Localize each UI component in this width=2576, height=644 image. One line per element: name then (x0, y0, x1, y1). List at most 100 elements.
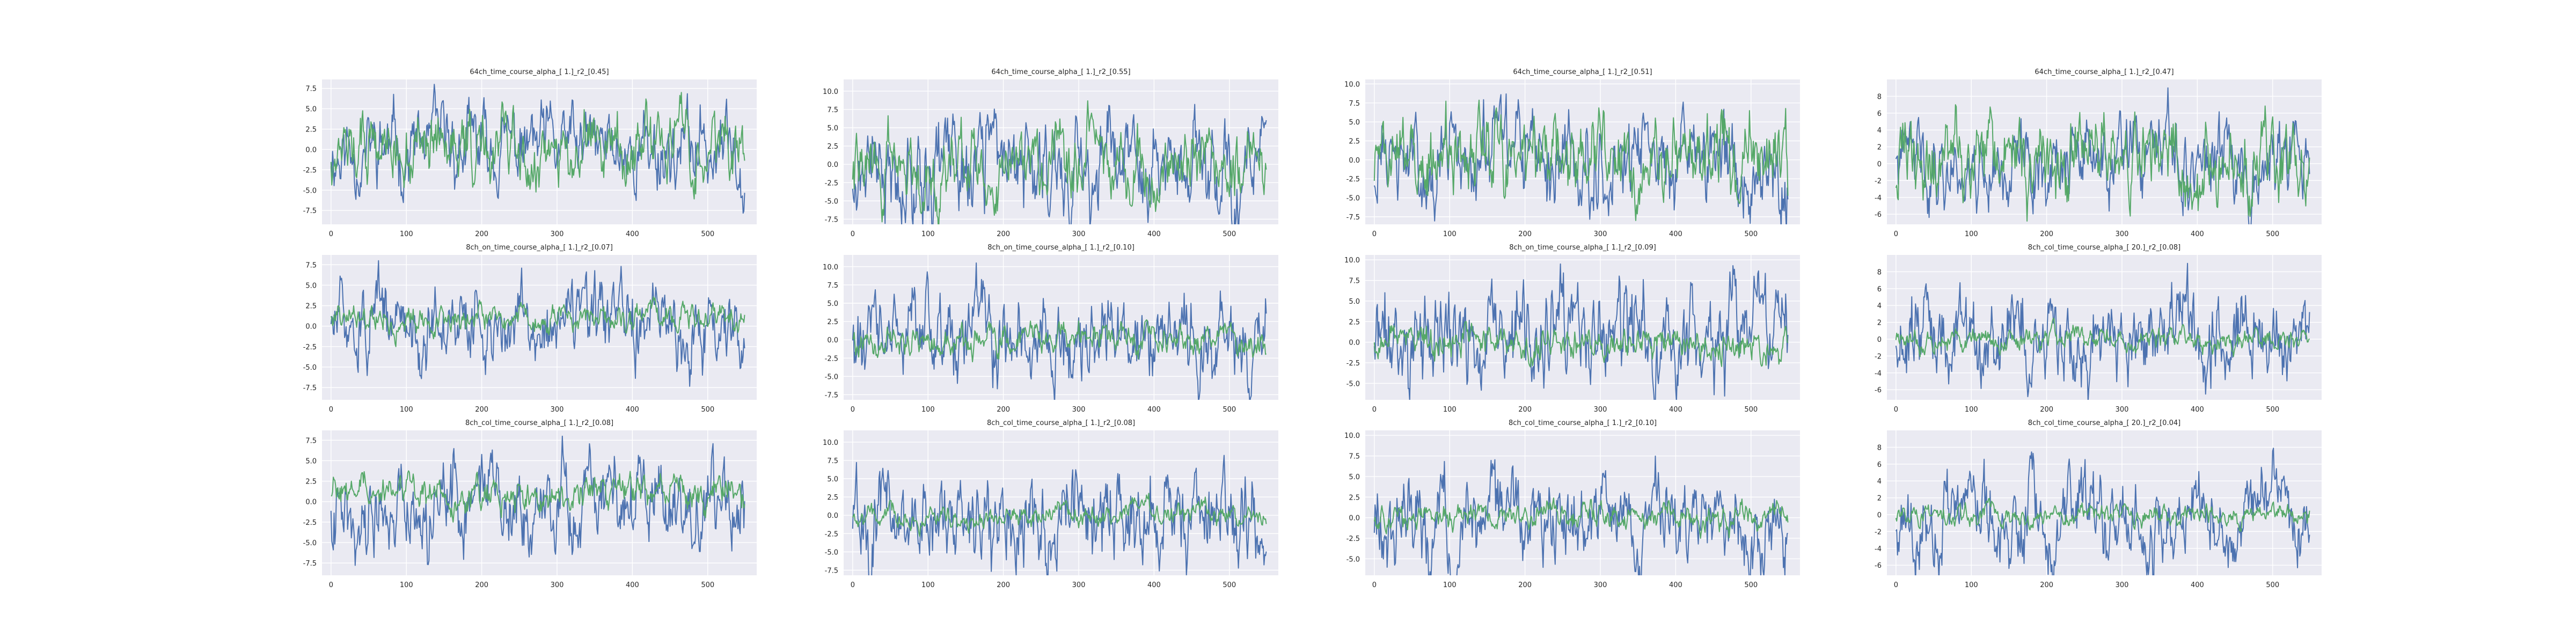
subplot-6: 8ch_on_time_course_alpha_[ 1.]_r2_[0.10]… (806, 239, 1289, 421)
x-tick-label: 100 (1965, 230, 1978, 238)
y-tick-label: 5.0 (827, 475, 838, 484)
subplot-title: 8ch_on_time_course_alpha_[ 1.]_r2_[0.10] (987, 244, 1135, 252)
x-tick-label: 0 (1372, 406, 1377, 414)
x-tick-label: 400 (1147, 581, 1161, 589)
x-tick-label: 200 (1518, 581, 1532, 589)
x-tick-label: 0 (851, 406, 855, 414)
subplot-8: 8ch_col_time_course_alpha_[ 20.]_r2_[0.0… (1849, 239, 2332, 421)
plot-area (1887, 255, 2322, 400)
y-tick-label: -7.5 (825, 216, 838, 224)
series-line-2 (330, 296, 745, 347)
y-tick-label: -4 (1875, 545, 1882, 553)
subplot-svg: 8ch_col_time_course_alpha_[ 20.]_r2_[0.0… (1875, 419, 2322, 589)
y-tick-label: 4 (1877, 302, 1882, 310)
x-tick-label: 300 (2116, 581, 2129, 589)
y-tick-label: 6 (1877, 286, 1882, 294)
subplot-title: 8ch_col_time_course_alpha_[ 20.]_r2_[0.0… (2028, 244, 2180, 252)
y-tick-label: -7.5 (1346, 214, 1360, 222)
y-tick-label: 7.5 (1349, 100, 1360, 108)
y-tick-label: -5.0 (1346, 555, 1360, 564)
plot-area (844, 430, 1278, 575)
x-tick-label: 500 (1744, 406, 1758, 414)
series-line-2 (1373, 497, 1789, 539)
y-tick-label: 2.5 (827, 318, 838, 326)
series-line-1 (330, 260, 745, 387)
y-tick-label: 7.5 (305, 437, 317, 445)
x-tick-label: 500 (701, 581, 714, 589)
subplot-title: 8ch_col_time_course_alpha_[ 20.]_r2_[0.0… (2028, 419, 2180, 427)
x-tick-label: 100 (1443, 230, 1457, 238)
x-tick-label: 100 (400, 230, 413, 238)
series-line-1 (1373, 455, 1788, 575)
x-tick-label: 0 (1894, 230, 1898, 238)
series-line-2 (331, 470, 745, 523)
y-tick-label: 10.0 (823, 88, 838, 96)
y-tick-label: 8 (1877, 93, 1882, 101)
x-tick-label: 200 (997, 230, 1010, 238)
series-line-1 (852, 455, 1267, 575)
y-tick-label: -2.5 (303, 343, 317, 352)
subplot-title: 64ch_time_course_alpha_[ 1.]_r2_[0.45] (470, 68, 609, 76)
y-tick-label: 0.0 (827, 336, 838, 345)
y-tick-label: 0 (1877, 160, 1882, 169)
y-tick-label: 0.0 (305, 499, 317, 507)
x-tick-label: 100 (1443, 406, 1457, 414)
series-line-2 (852, 493, 1267, 537)
x-tick-label: 200 (1518, 230, 1532, 238)
x-tick-label: 200 (475, 581, 488, 589)
x-tick-label: 400 (1147, 406, 1161, 414)
y-tick-label: -5.0 (825, 197, 838, 206)
y-tick-label: 7.5 (1349, 453, 1360, 461)
y-tick-label: -2.5 (1346, 175, 1360, 184)
x-tick-label: 500 (1744, 230, 1758, 238)
x-tick-label: 400 (626, 406, 639, 414)
y-tick-label: -4 (1875, 370, 1882, 378)
subplot-1: 64ch_time_course_alpha_[ 1.]_r2_[0.45] 0 1… (284, 63, 767, 246)
series-line-2 (1373, 321, 1789, 368)
series-line-2 (1373, 99, 1789, 221)
y-tick-label: 4 (1877, 127, 1882, 135)
y-tick-label: -2.5 (1346, 360, 1360, 368)
y-tick-label: 5.0 (1349, 119, 1360, 127)
y-tick-label: 2.5 (1349, 494, 1360, 502)
y-tick-label: -2 (1875, 528, 1882, 536)
y-tick-label: -5.0 (303, 187, 317, 195)
x-tick-label: 500 (1223, 581, 1236, 589)
series-line-1 (852, 262, 1267, 400)
series-line-1 (330, 84, 745, 214)
x-tick-label: 300 (551, 406, 564, 414)
y-tick-label: 2.5 (305, 303, 317, 311)
y-tick-label: -2.5 (303, 519, 317, 527)
x-tick-label: 0 (329, 581, 333, 589)
y-tick-label: -2 (1875, 177, 1882, 185)
x-tick-label: 0 (1372, 230, 1377, 238)
x-tick-label: 100 (400, 581, 413, 589)
x-tick-label: 400 (1147, 230, 1161, 238)
subplot-3: 64ch_time_course_alpha_[ 1.]_r2_[0.51] 0 1… (1328, 63, 1811, 246)
series-line-2 (1895, 104, 2310, 222)
subplot-title: 64ch_time_course_alpha_[ 1.]_r2_[0.47] (2035, 68, 2174, 76)
x-tick-label: 200 (2040, 230, 2053, 238)
subplot-title: 8ch_col_time_course_alpha_[ 1.]_r2_[0.08… (465, 419, 613, 427)
y-tick-label: 7.5 (305, 261, 317, 269)
plot-area (322, 79, 757, 224)
y-tick-label: 0.0 (827, 161, 838, 169)
x-tick-label: 0 (1894, 406, 1898, 414)
y-tick-label: -5.0 (825, 548, 838, 557)
y-tick-label: 10.0 (1344, 432, 1360, 440)
x-tick-label: 100 (921, 581, 935, 589)
y-tick-label: -6 (1875, 211, 1882, 219)
y-tick-label: -7.5 (303, 384, 317, 392)
series-line-2 (1895, 497, 2310, 532)
y-tick-label: -6 (1875, 386, 1882, 394)
series-line-2 (852, 319, 1267, 363)
series-line-2 (852, 100, 1267, 224)
subplot-12: 8ch_col_time_course_alpha_[ 20.]_r2_[0.0… (1849, 414, 2332, 597)
series-line-2 (1895, 317, 2310, 357)
x-tick-label: 300 (1594, 230, 1607, 238)
y-tick-label: 5.0 (827, 125, 838, 133)
x-tick-label: 0 (329, 230, 333, 238)
subplot-7: 8ch_on_time_course_alpha_[ 1.]_r2_[0.09]… (1328, 239, 1811, 421)
x-tick-label: 100 (1965, 406, 1978, 414)
x-tick-label: 100 (921, 230, 935, 238)
